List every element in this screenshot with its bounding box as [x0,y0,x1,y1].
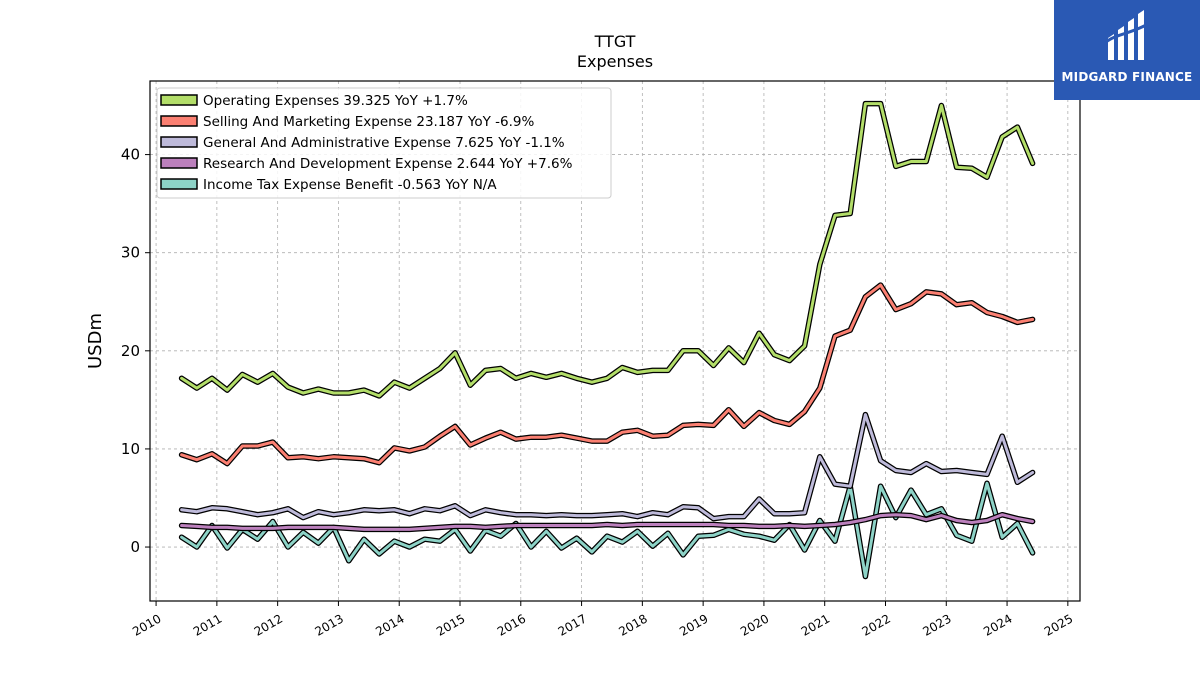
legend-swatch [160,94,198,106]
series-lines [178,100,1036,580]
series-4 [178,480,1036,580]
legend-entry-1: Selling And Marketing Expense 23.187 YoY… [203,114,534,130]
series-line [180,413,1035,521]
series-line [180,102,1035,398]
logo-mark-icon [1105,10,1149,60]
series-3 [178,511,1036,533]
axes: 2010 2011 2012 2013 2014 2015 2016 2017 2018 2019… [121,146,1075,639]
series-line [180,513,1035,531]
legend-entry-4: Income Tax Expense Benefit -0.563 YoY N/… [203,177,497,193]
x-tick-label: 2010 [130,611,163,638]
x-tick-label: 2023 [920,611,953,638]
brand-logo: MIDGARD FINANCE [1054,0,1200,100]
x-tick-label: 2012 [252,611,285,638]
y-tick-label: 20 [121,342,140,360]
x-tick-label: 2016 [495,611,528,638]
x-tick-label: 2021 [799,611,832,638]
chart-subtitle: Expenses [577,52,653,71]
legend-box [156,87,612,199]
y-tick-label: 40 [121,146,140,164]
legend-entry-0: Operating Expenses 39.325 YoY +1.7% [203,93,468,109]
x-tick-label: 2018 [616,611,649,638]
x-tick-label: 2024 [981,611,1014,638]
series-0 [178,100,1036,399]
x-tick-label: 2020 [738,611,771,638]
series-outline [178,282,1036,467]
series-1 [178,282,1036,467]
x-tick-label: 2011 [191,611,224,638]
y-tick-label: 0 [130,538,140,556]
series-line [180,283,1035,466]
x-tick-label: 2019 [677,611,710,638]
plot-frame [149,80,1081,602]
x-tick-label: 2017 [556,611,589,638]
y-tick-label: 30 [121,244,140,262]
series-line [180,481,1035,578]
x-tick-label: 2025 [1042,611,1075,638]
legend-swatch [160,136,198,148]
legend: Operating Expenses 39.325 YoY +1.7% Selli… [156,87,612,199]
y-tick-label: 10 [121,440,140,458]
logo-text: MIDGARD FINANCE [1061,70,1193,84]
x-tick-label: 2015 [434,611,467,638]
chart-title: TTGT [594,32,636,51]
legend-swatch [160,178,198,190]
x-tick-label: 2014 [373,611,406,638]
x-tick-label: 2013 [312,611,345,638]
y-axis-label: USDm [85,313,106,369]
legend-entry-3: Research And Development Expense 2.644 Y… [203,156,573,172]
legend-swatch [160,115,198,127]
x-tick-label: 2022 [860,611,893,638]
legend-entry-2: General And Administrative Expense 7.625… [203,135,565,151]
series-2 [178,411,1036,522]
legend-swatch [160,157,198,169]
